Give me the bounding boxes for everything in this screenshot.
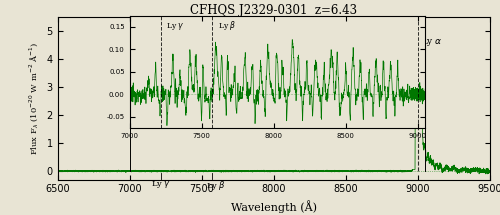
Title: CFHQS J2329-0301  z=6.43: CFHQS J2329-0301 z=6.43 bbox=[190, 4, 358, 17]
Text: Ly $\gamma$: Ly $\gamma$ bbox=[150, 179, 171, 190]
Text: Ly $\beta$: Ly $\beta$ bbox=[206, 179, 226, 192]
Text: Ly $\gamma$: Ly $\gamma$ bbox=[166, 21, 185, 32]
X-axis label: Wavelength (Å): Wavelength (Å) bbox=[231, 200, 317, 213]
Y-axis label: Flux F$_\lambda$ (10$^{-20}$ W m$^{-2}$ Å$^{-1}$): Flux F$_\lambda$ (10$^{-20}$ W m$^{-2}$ … bbox=[28, 42, 41, 155]
Text: Ly $\beta$: Ly $\beta$ bbox=[218, 19, 236, 32]
Text: Ly $\alpha$: Ly $\alpha$ bbox=[420, 35, 442, 48]
